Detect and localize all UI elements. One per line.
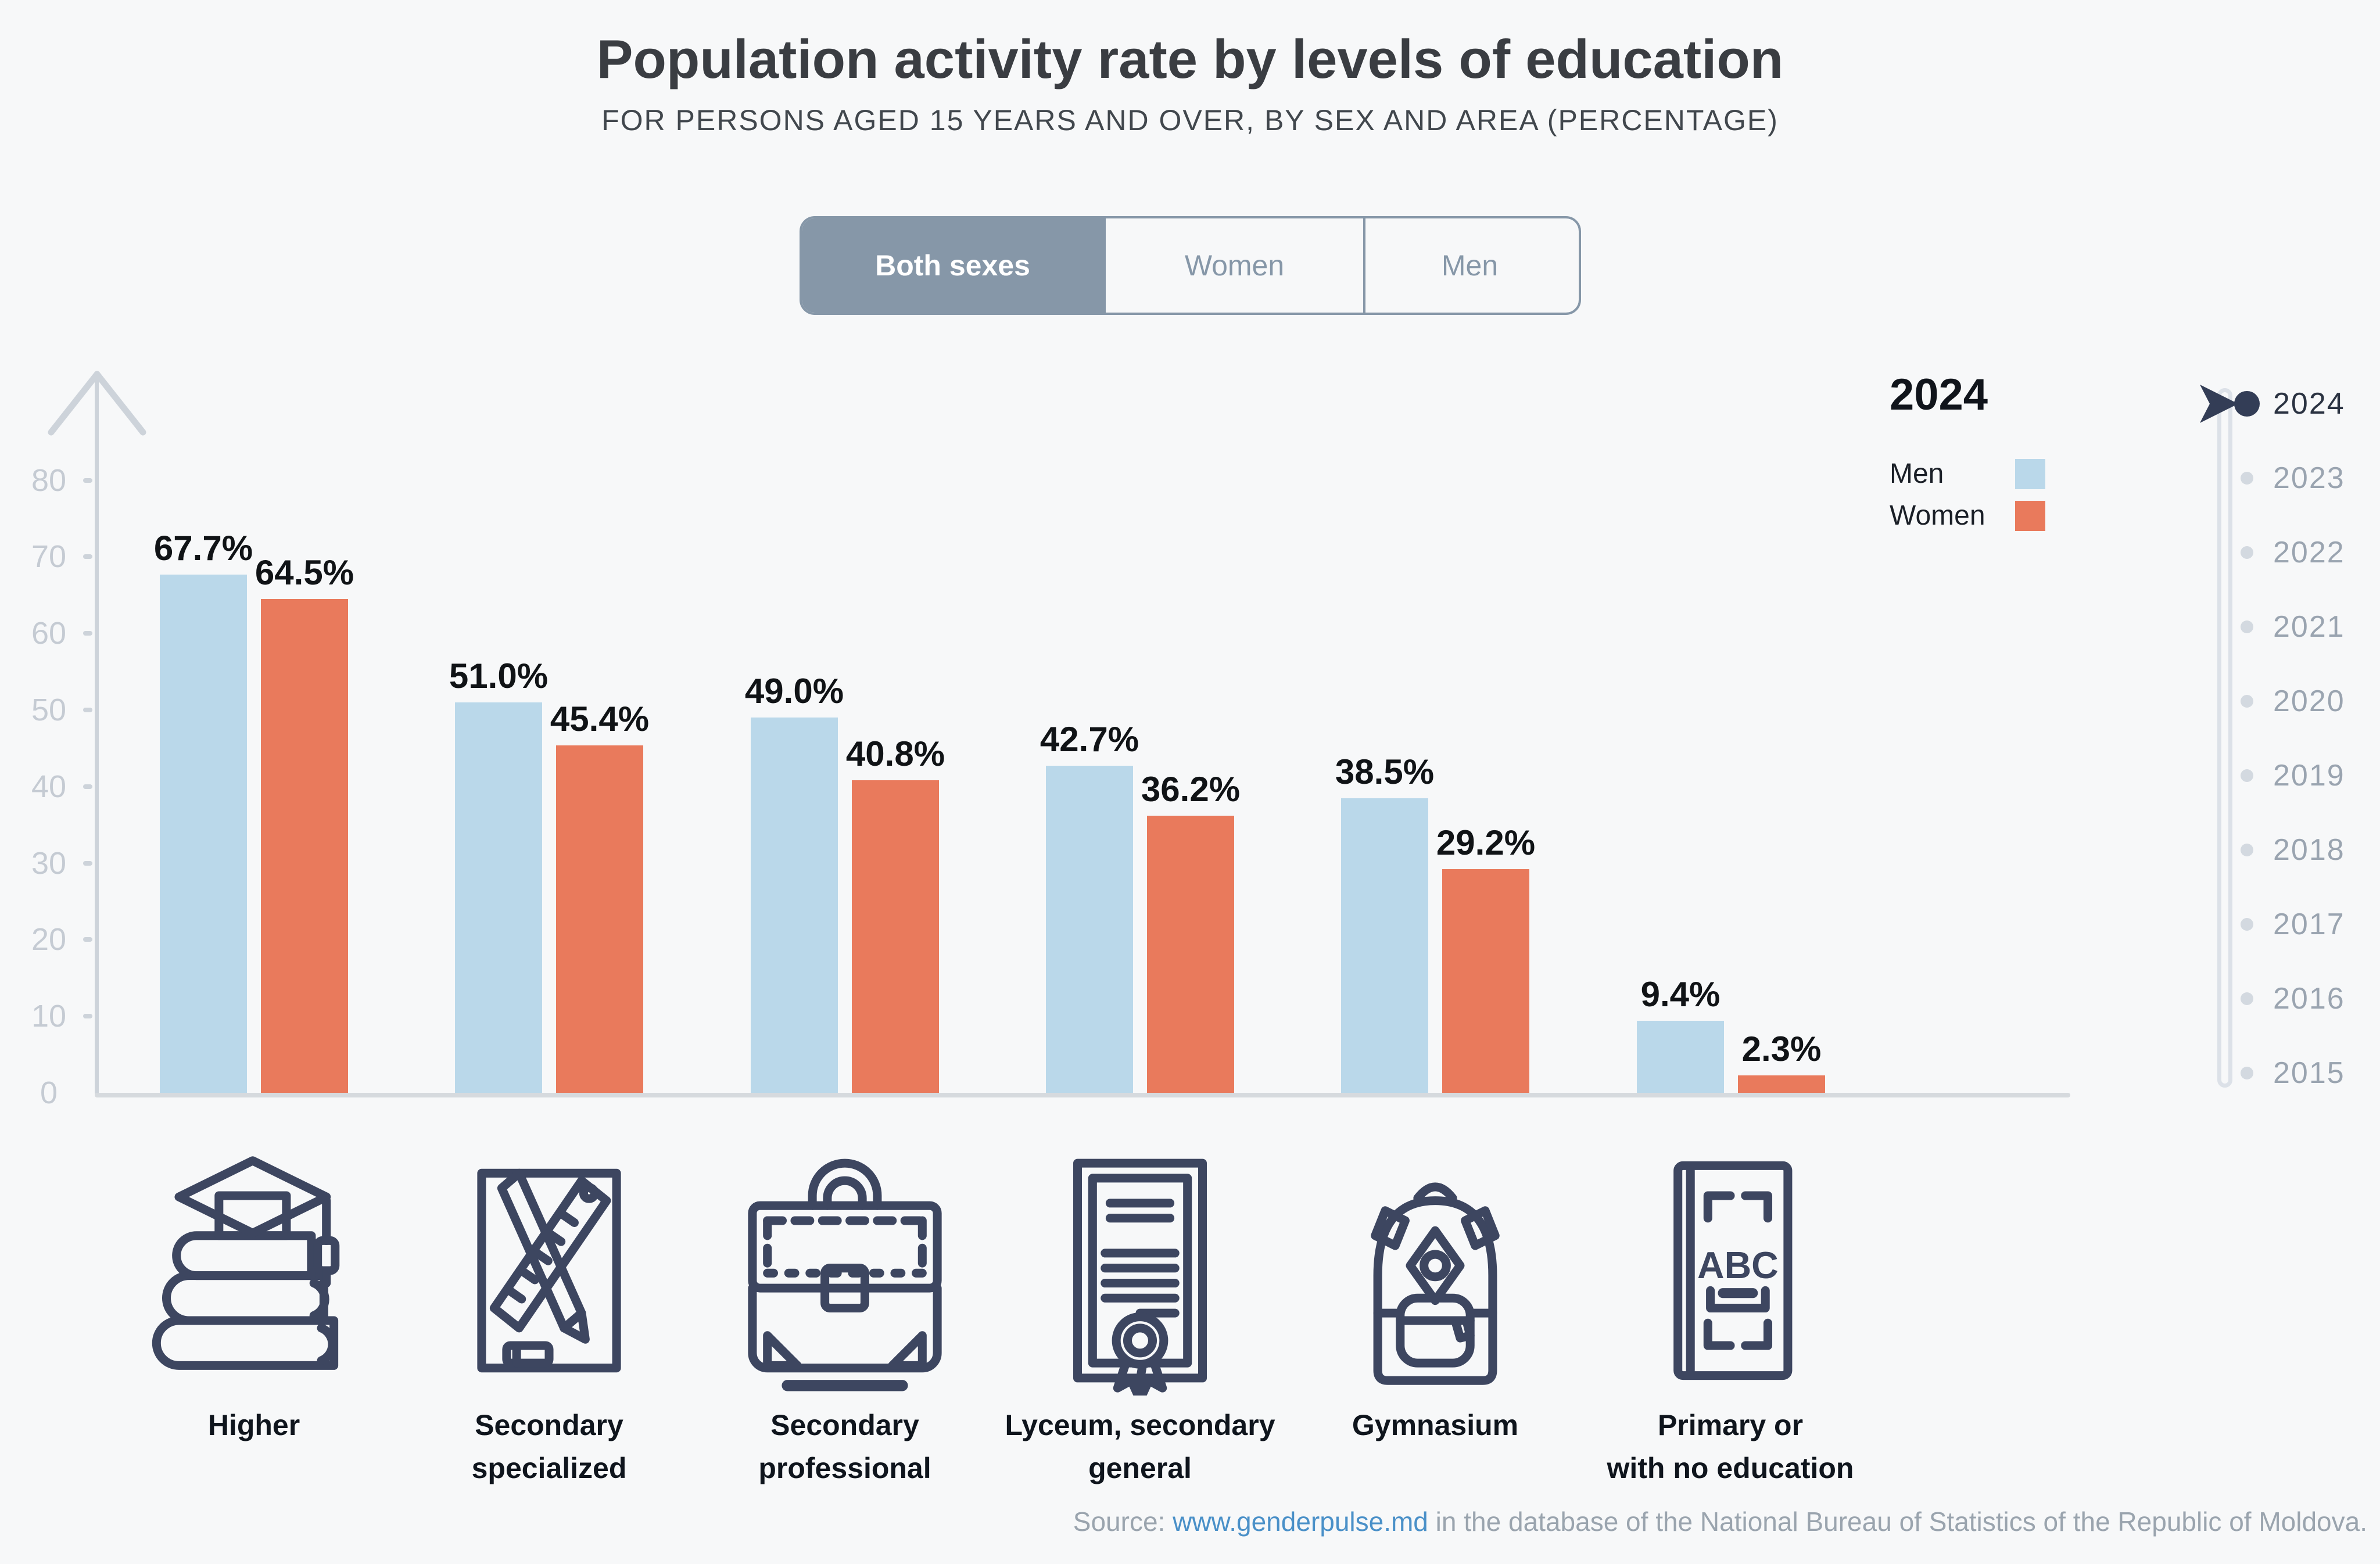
timeline-dot-2019[interactable] xyxy=(2241,769,2253,782)
timeline-year-2016[interactable]: 2016 xyxy=(2273,982,2345,1016)
sex-filter-tabs: Both sexes Women Men xyxy=(800,216,1581,315)
y-axis-label-50: 50 xyxy=(31,693,67,727)
timeline-dot-2021[interactable] xyxy=(2241,620,2253,633)
bar-men-3[interactable] xyxy=(1046,766,1133,1093)
timeline-dot-2016[interactable] xyxy=(2241,992,2253,1005)
category-label-secondary-specialized: Secondary specialized xyxy=(471,1409,627,1484)
timeline-dot-2017[interactable] xyxy=(2241,918,2253,931)
graduation-books-icon xyxy=(120,1146,388,1396)
value-label-women-3: 36.2% xyxy=(1141,770,1241,809)
y-axis-label-80: 80 xyxy=(31,462,67,498)
value-label-men-4: 38.5% xyxy=(1335,752,1435,791)
value-label-women-0: 64.5% xyxy=(255,553,354,592)
timeline-dot-2015[interactable] xyxy=(2241,1067,2253,1079)
y-axis-tick xyxy=(83,860,92,866)
bar-women-5[interactable] xyxy=(1738,1075,1825,1093)
timeline-dot-2023[interactable] xyxy=(2241,472,2253,485)
source-suffix: in the database of the National Bureau o… xyxy=(1428,1506,2367,1537)
value-label-men-5: 9.4% xyxy=(1640,975,1721,1014)
timeline-year-2019[interactable]: 2019 xyxy=(2273,759,2345,792)
value-label-men-1: 51.0% xyxy=(449,657,549,695)
timeline-year-2021[interactable]: 2021 xyxy=(2273,610,2345,644)
timeline-arrow-icon xyxy=(2200,385,2242,423)
value-label-women-2: 40.8% xyxy=(845,734,945,773)
timeline-dot-2018[interactable] xyxy=(2241,844,2253,856)
value-label-women-5: 2.3% xyxy=(1741,1029,1822,1068)
y-axis-label-0: 0 xyxy=(40,1075,58,1110)
backpack-icon xyxy=(1302,1146,1569,1396)
timeline-year-2018[interactable]: 2018 xyxy=(2273,833,2345,867)
timeline-dot-2022[interactable] xyxy=(2241,546,2253,559)
category-label-higher: Higher xyxy=(207,1409,300,1441)
tab-both-sexes[interactable]: Both sexes xyxy=(802,218,1103,313)
bar-men-1[interactable] xyxy=(455,702,542,1093)
legend-label-women: Women xyxy=(1890,500,1985,531)
svg-text:ABC: ABC xyxy=(1697,1244,1779,1286)
y-axis-label-20: 20 xyxy=(31,922,67,957)
timeline-dot-2024[interactable] xyxy=(2234,391,2260,417)
timeline-year-2023[interactable]: 2023 xyxy=(2273,461,2345,495)
bar-women-1[interactable] xyxy=(556,745,643,1093)
x-axis-line xyxy=(95,1093,2070,1097)
page-subtitle: FOR PERSONS AGED 15 YEARS AND OVER, BY S… xyxy=(601,104,1779,137)
source-link[interactable]: www.genderpulse.md xyxy=(1173,1506,1428,1537)
y-axis-tick xyxy=(83,1014,92,1019)
value-label-men-0: 67.7% xyxy=(153,529,253,568)
tab-women[interactable]: Women xyxy=(1103,218,1363,313)
value-label-men-2: 49.0% xyxy=(744,672,844,711)
y-axis-label-40: 40 xyxy=(31,769,67,804)
bar-women-2[interactable] xyxy=(852,780,939,1093)
y-axis-tick xyxy=(83,784,92,789)
y-axis-tick xyxy=(83,631,92,636)
y-axis-arrow-icon xyxy=(46,367,151,443)
legend-label-men: Men xyxy=(1890,458,1944,489)
y-axis-label-70: 70 xyxy=(31,539,67,575)
bar-men-2[interactable] xyxy=(751,718,838,1093)
y-axis-tick xyxy=(83,937,92,942)
y-axis-tick xyxy=(83,554,92,559)
y-axis-tick xyxy=(83,478,92,483)
bar-women-0[interactable] xyxy=(261,599,348,1093)
bar-men-4[interactable] xyxy=(1341,798,1428,1093)
timeline-year-2015[interactable]: 2015 xyxy=(2273,1056,2345,1090)
bar-women-3[interactable] xyxy=(1147,816,1234,1093)
bar-women-4[interactable] xyxy=(1442,869,1529,1093)
category-label-primary: Primary or with no education xyxy=(1607,1409,1854,1484)
timeline-year-2024[interactable]: 2024 xyxy=(2273,387,2345,421)
timeline-year-2022[interactable]: 2022 xyxy=(2273,536,2345,569)
bar-men-5[interactable] xyxy=(1637,1021,1724,1093)
source-prefix: Source: xyxy=(1073,1506,1173,1537)
timeline-year-2017[interactable]: 2017 xyxy=(2273,907,2345,941)
bar-men-0[interactable] xyxy=(160,575,247,1093)
tab-men[interactable]: Men xyxy=(1363,218,1574,313)
value-label-women-1: 45.4% xyxy=(550,700,650,738)
y-axis-label-60: 60 xyxy=(31,616,67,651)
y-axis-tick xyxy=(83,708,92,712)
value-label-men-3: 42.7% xyxy=(1040,720,1139,759)
value-label-women-4: 29.2% xyxy=(1436,823,1536,862)
page-title: Population activity rate by levels of ed… xyxy=(596,28,1784,89)
y-axis-line xyxy=(95,372,99,1095)
legend-swatch-men xyxy=(2015,459,2045,489)
abc-book-icon: ABC xyxy=(1597,1146,1864,1396)
source-line: Source: www.genderpulse.md in the databa… xyxy=(1073,1506,2367,1537)
y-axis-label-30: 30 xyxy=(31,845,67,881)
category-label-gymnasium: Gymnasium xyxy=(1352,1409,1519,1441)
legend-year: 2024 xyxy=(1890,370,1988,419)
category-label-lyceum: Lyceum, secondary general xyxy=(1005,1409,1275,1484)
timeline-dot-2020[interactable] xyxy=(2241,695,2253,708)
category-label-secondary-professional: Secondary professional xyxy=(758,1409,931,1484)
legend-swatch-women xyxy=(2015,501,2045,531)
year-timeline-track xyxy=(2217,388,2232,1088)
briefcase-icon xyxy=(711,1146,978,1396)
y-axis-label-10: 10 xyxy=(31,999,67,1034)
diploma-icon xyxy=(1006,1146,1274,1399)
ruler-pencil-icon xyxy=(415,1146,683,1396)
timeline-year-2020[interactable]: 2020 xyxy=(2273,684,2345,718)
